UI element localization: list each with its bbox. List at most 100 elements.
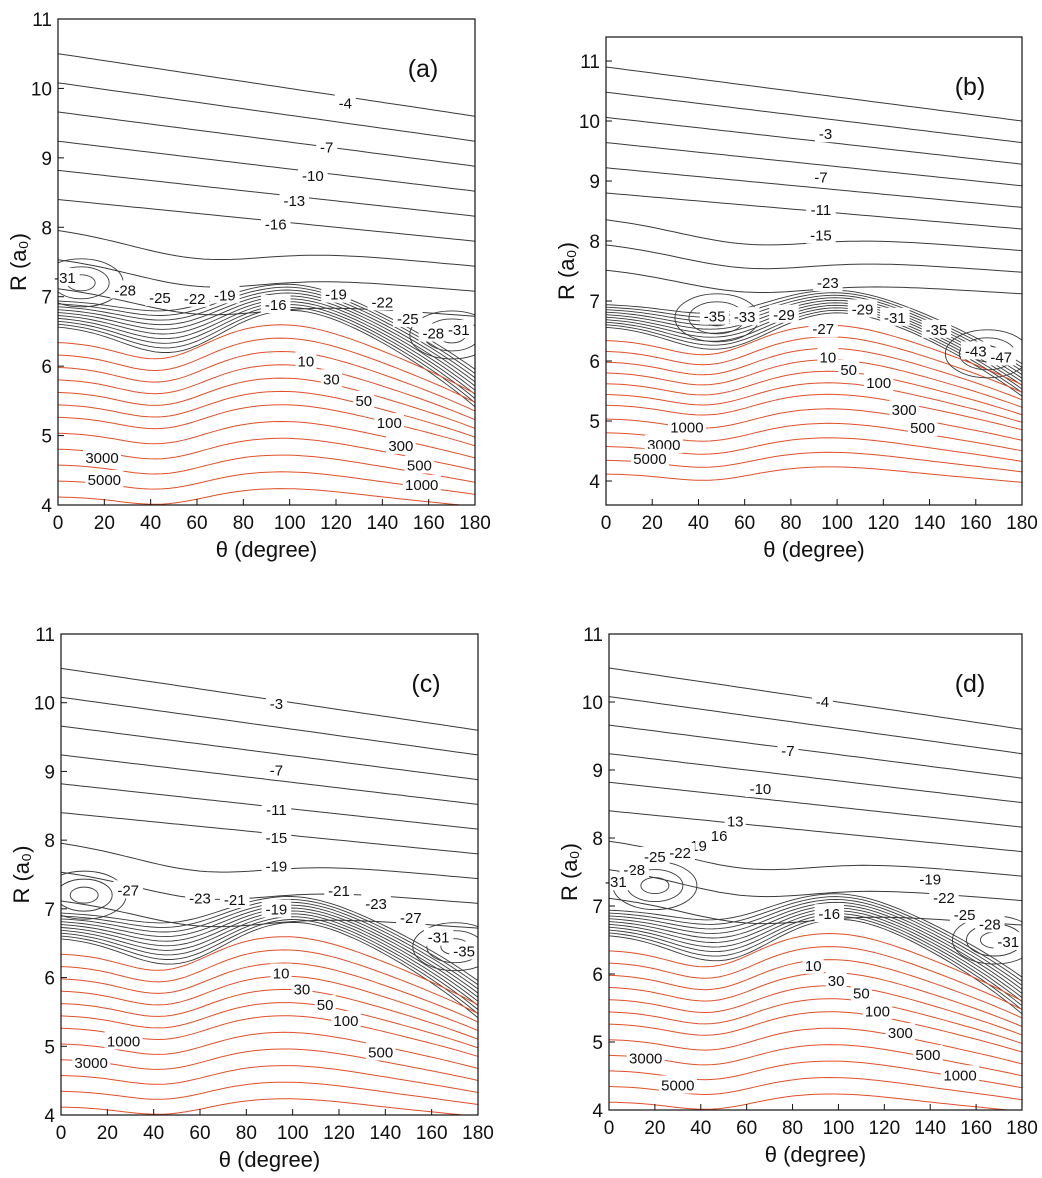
- contour-label-bg: [110, 280, 140, 299]
- contour-label-bg: [295, 351, 317, 370]
- contour-line: [609, 696, 1022, 755]
- contour-label: -21: [224, 892, 246, 909]
- x-axis-label: θ (degree): [216, 537, 318, 562]
- x-tick-label: 0: [56, 1123, 67, 1144]
- contour-label-bg: [993, 932, 1023, 951]
- contour-label-bg: [813, 273, 843, 291]
- contour-line: [606, 116, 1022, 165]
- contour-line: [606, 142, 1022, 187]
- contour-label-bg: [838, 360, 860, 378]
- contour-label: 3000: [629, 1050, 662, 1067]
- contour-label-bg: [889, 400, 919, 419]
- contour-label-bg: [365, 1042, 396, 1061]
- contour-label: -31: [997, 934, 1019, 951]
- contour-label-bg: [814, 904, 845, 923]
- contour-line: [609, 932, 1022, 1002]
- contour-label-bg: [83, 447, 122, 466]
- contour-label-bg: [880, 307, 910, 326]
- contour-label: -3: [819, 126, 832, 143]
- contour-label: 500: [910, 420, 935, 437]
- contour-label-bg: [626, 1048, 665, 1067]
- contour-label-bg: [334, 93, 356, 112]
- contour-line: [412, 922, 478, 972]
- contour-label-bg: [825, 970, 847, 989]
- contour-line: [61, 1065, 478, 1093]
- x-tick-label: 20: [642, 513, 663, 534]
- contour-line: [61, 1081, 478, 1105]
- contour-panel: -3 -7 -11 -15 -23 -35 -33 -29 -27 -29 -31 -35 -43 -47…: [554, 36, 1038, 562]
- contour-label-bg: [265, 760, 287, 779]
- contour-label-bg: [393, 308, 423, 327]
- contour-label-bg: [644, 435, 683, 453]
- contour-line: [609, 985, 1022, 1036]
- y-tick-label: 5: [44, 1037, 55, 1058]
- contour-label-bg: [862, 1001, 893, 1020]
- y-tick-label: 5: [592, 1033, 603, 1054]
- contour-label-bg: [941, 1065, 980, 1084]
- contour-label: -22: [669, 845, 691, 862]
- contour-label: -7: [270, 763, 283, 780]
- contour-label: 300: [388, 438, 413, 455]
- contour-label-bg: [777, 740, 799, 759]
- contour-label: 100: [865, 1003, 890, 1020]
- contour-line: [61, 1098, 469, 1115]
- contour-line: [61, 696, 478, 756]
- contour-label: -22: [184, 291, 206, 308]
- y-tick-label: 7: [589, 292, 600, 313]
- contour-label: 50: [317, 997, 334, 1014]
- contour-line: [606, 309, 1022, 393]
- contour-label-bg: [449, 941, 479, 960]
- x-tick-label: 100: [274, 513, 306, 534]
- contour-line: [609, 781, 1022, 828]
- contour-label: -35: [453, 943, 475, 960]
- contour-line: [606, 359, 1022, 408]
- contour-label-bg: [769, 304, 799, 323]
- contour-label: 5000: [633, 451, 666, 468]
- contour-label: -15: [810, 228, 832, 245]
- contour-label-bg: [220, 889, 250, 908]
- x-tick-label: 180: [459, 513, 491, 534]
- contour-line: [58, 266, 110, 300]
- x-tick-label: 180: [462, 1123, 494, 1144]
- contour-label-bg: [145, 288, 175, 307]
- contour-label-bg: [915, 869, 945, 888]
- contour-label: -10: [302, 168, 324, 185]
- contour-label: -19: [214, 287, 236, 304]
- x-tick-label: 0: [604, 1118, 615, 1139]
- contour-label: -25: [644, 849, 666, 866]
- contour-label-bg: [320, 369, 342, 388]
- contour-label: -35: [926, 322, 948, 339]
- contour-label-bg: [270, 963, 292, 982]
- contour-line: [58, 292, 475, 383]
- contour-label-bg: [85, 470, 124, 489]
- contour-line: [606, 451, 1022, 473]
- y-tick-label: 10: [579, 112, 600, 133]
- y-tick-label: 8: [589, 232, 600, 253]
- contour-line: [61, 1048, 478, 1081]
- contour-line: [58, 230, 475, 267]
- x-tick-label: 80: [233, 513, 254, 534]
- contour-label: -43: [965, 343, 987, 360]
- contour-label-bg: [113, 880, 143, 899]
- contour-label-bg: [353, 390, 375, 409]
- contour-line: [58, 377, 475, 429]
- contour-line: [609, 1027, 1022, 1065]
- contour-label-bg: [396, 907, 426, 926]
- y-tick-label: 7: [592, 897, 603, 918]
- contour-label: 50: [355, 393, 372, 410]
- contour-label: -23: [365, 896, 387, 913]
- x-tick-label: 120: [867, 513, 899, 534]
- contour-label: -35: [704, 309, 726, 326]
- contour-line: [58, 140, 475, 192]
- contour-label: 1000: [405, 477, 438, 494]
- contour-line: [61, 919, 478, 1015]
- y-tick-label: 4: [589, 472, 600, 493]
- x-tick-label: 160: [416, 1123, 448, 1144]
- y-tick-label: 8: [592, 829, 603, 850]
- x-tick-label: 80: [236, 1123, 257, 1144]
- contour-line: [426, 930, 478, 964]
- contour-label-bg: [630, 448, 669, 467]
- contour-label: -27: [400, 910, 422, 927]
- x-tick-label: 140: [366, 513, 398, 534]
- contour-label: -47: [990, 349, 1012, 366]
